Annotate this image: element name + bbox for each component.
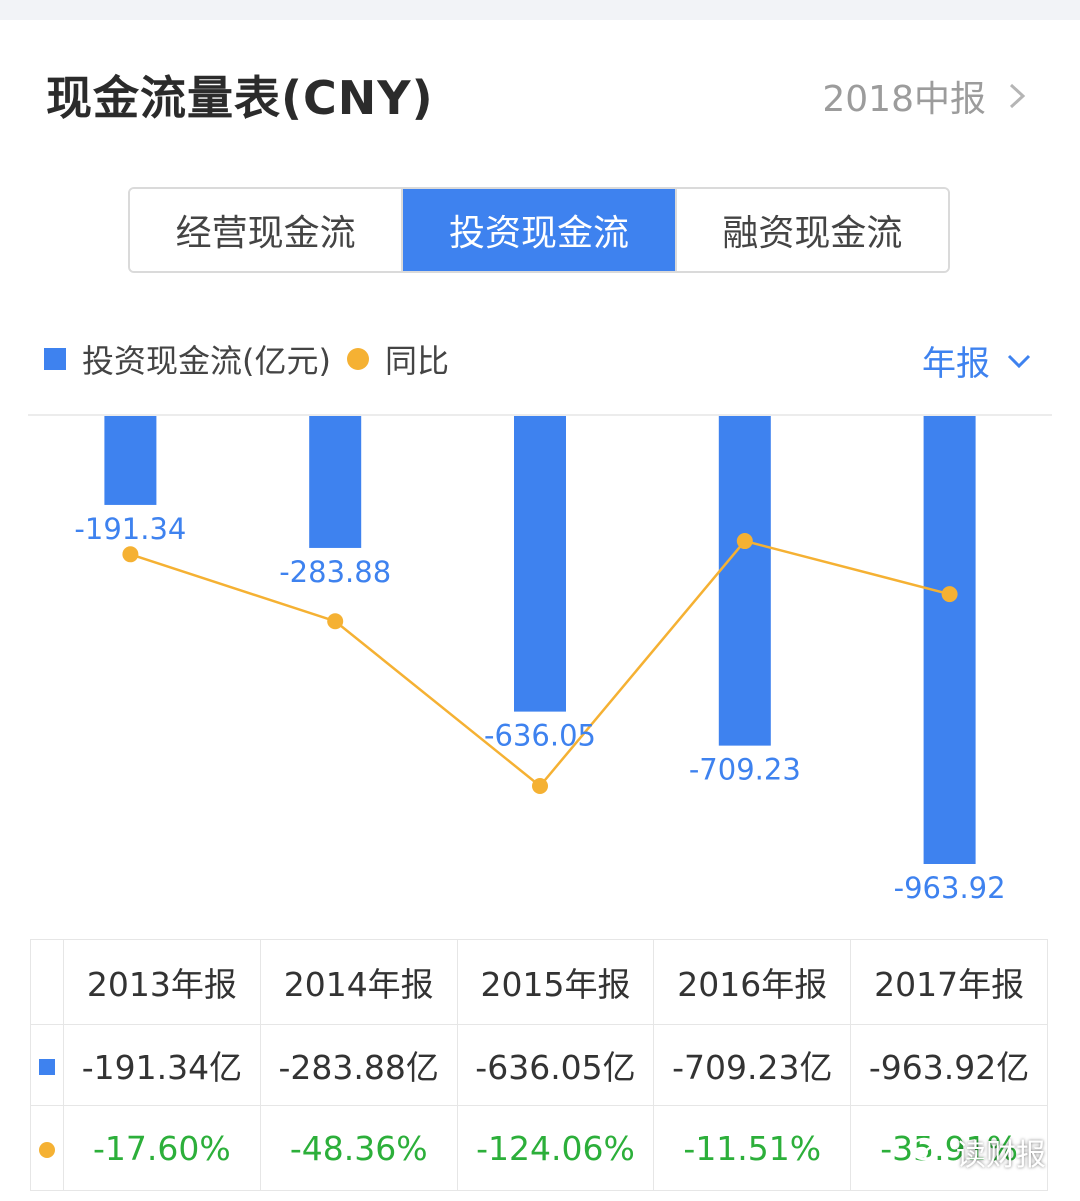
investing-cashflow-chart: -191.34 -283.88 -636.05 -709.23 -963.92: [74, 416, 1006, 905]
wechat-icon: [910, 1137, 947, 1165]
top-band: [0, 0, 1080, 20]
table-yoy-cell: -35.91%: [850, 1105, 1048, 1191]
table-header-cell: 2016年报: [653, 939, 852, 1025]
table-value-cell: -283.88亿: [259, 1024, 458, 1106]
bar-2016年报: [718, 416, 771, 746]
data-table: 2013年报 2014年报 2015年报 2016年报 2017年报 -191.…: [30, 939, 1048, 1191]
table-row-values: -191.34亿 -283.88亿 -636.05亿 -709.23亿 -963…: [30, 1024, 1048, 1106]
tab-investing-cashflow[interactable]: 投资现金流: [403, 189, 677, 271]
bar-value-label: -191.34: [74, 512, 186, 546]
table-header-cell: 2017年报: [850, 939, 1048, 1025]
yoy-point-2017年报: [941, 586, 958, 603]
bar-value-label: -636.05: [484, 719, 596, 753]
table-yoy-cell: -124.06%: [456, 1105, 655, 1191]
bar-value-label: -709.23: [689, 753, 801, 787]
chevron-down-icon: [1007, 354, 1031, 368]
chart-legend: 投资现金流(亿元) 同比: [44, 336, 449, 382]
tab-operating-cashflow[interactable]: 经营现金流: [130, 189, 404, 271]
line-legend-icon: [346, 348, 369, 370]
table-header-cell: 2013年报: [63, 939, 261, 1025]
value-row-marker: [30, 1024, 64, 1106]
table-value-cell: -191.34亿: [63, 1024, 261, 1106]
table-header-cell: 2015年报: [456, 939, 655, 1025]
tab-financing-cashflow[interactable]: 融资现金流: [676, 189, 948, 271]
report-type-label: 年报: [922, 344, 990, 384]
report-type-dropdown[interactable]: 年报: [922, 336, 1034, 385]
line-dot-icon: [39, 1142, 55, 1158]
watermark-text: 读财报: [956, 1138, 1046, 1173]
bar-2014年报: [309, 416, 362, 548]
chart-top-border: [28, 414, 1052, 416]
bar-legend-icon: [44, 348, 66, 370]
yoy-row-marker: [30, 1105, 64, 1191]
watermark: 读财报: [910, 1130, 1046, 1174]
bar-2015年报: [514, 416, 566, 712]
bar-2013年报: [104, 416, 157, 505]
table-header-cell: 2014年报: [259, 939, 458, 1025]
table-corner: [30, 939, 64, 1025]
yoy-point-2013年报: [122, 546, 139, 563]
table-yoy-cell: -17.60%: [63, 1105, 261, 1191]
table-value-cell: -636.05亿: [456, 1024, 655, 1106]
period-selector[interactable]: 2018中报: [822, 70, 1034, 122]
cashflow-tabs: 经营现金流 投资现金流 融资现金流: [128, 187, 950, 273]
yoy-point-2014年报: [327, 613, 344, 630]
chevron-right-icon: [1009, 83, 1026, 109]
table-yoy-cell: -11.51%: [653, 1105, 852, 1191]
bar-2017年报: [923, 416, 976, 864]
line-legend-label: 同比: [384, 342, 449, 380]
table-row-yoy: -17.60% -48.36% -124.06% -11.51% -35.91%: [30, 1105, 1048, 1191]
bar-legend-label: 投资现金流(亿元): [82, 342, 331, 380]
table-yoy-cell: -48.36%: [259, 1105, 458, 1191]
bar-square-icon: [39, 1059, 55, 1075]
table-value-cell: -963.92亿: [850, 1024, 1048, 1106]
bar-value-label: -283.88: [279, 555, 391, 589]
page-title: 现金流量表(CNY): [46, 71, 434, 125]
table-header-row: 2013年报 2014年报 2015年报 2016年报 2017年报: [30, 939, 1048, 1025]
yoy-point-2016年报: [736, 533, 753, 550]
bar-value-label: -963.92: [894, 871, 1006, 905]
period-label: 2018中报: [822, 79, 986, 120]
table-value-cell: -709.23亿: [653, 1024, 852, 1106]
yoy-point-2015年报: [532, 778, 548, 794]
